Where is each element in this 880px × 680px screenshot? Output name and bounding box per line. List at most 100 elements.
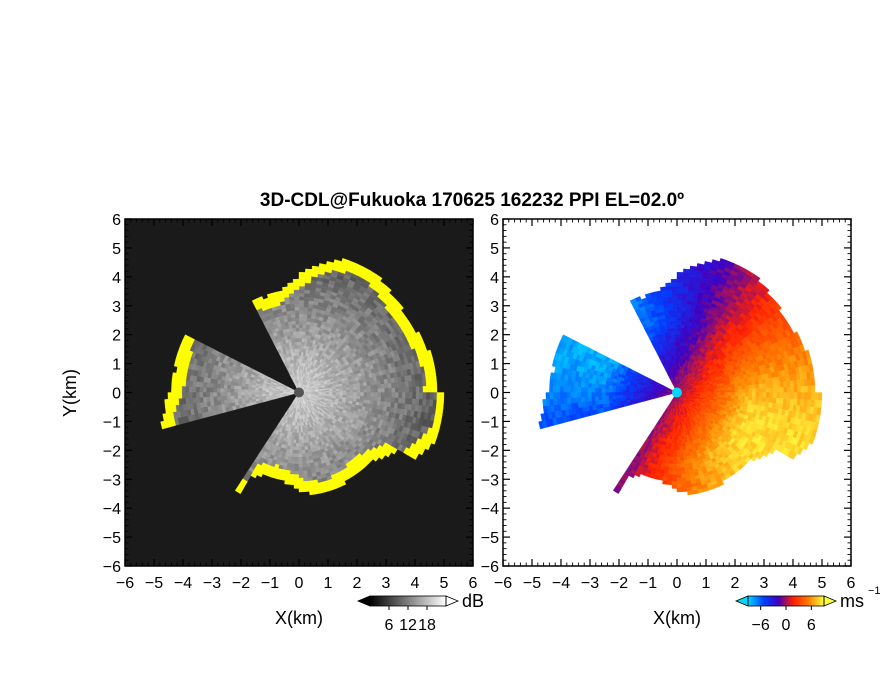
field-cell xyxy=(318,263,327,269)
field-cell xyxy=(295,337,300,342)
field-cell xyxy=(298,358,302,363)
field-cell xyxy=(289,303,295,308)
field-cell xyxy=(240,389,245,393)
field-cell xyxy=(391,387,396,393)
field-cell xyxy=(680,317,686,322)
field-cell xyxy=(349,394,354,399)
field-cell xyxy=(387,387,393,393)
field-cell xyxy=(301,331,306,336)
field-cell xyxy=(724,389,729,393)
field-cell xyxy=(298,330,303,335)
field-cell xyxy=(429,392,434,400)
field-cell xyxy=(666,296,673,301)
field-cell xyxy=(293,292,300,297)
field-cell xyxy=(346,394,351,399)
field-cell xyxy=(216,392,221,398)
field-cell xyxy=(346,389,351,393)
field-cell xyxy=(240,392,245,396)
field-cell xyxy=(254,389,259,393)
field-cell xyxy=(295,324,300,329)
field-cell xyxy=(342,389,347,393)
field-cell xyxy=(384,387,389,393)
y-tick-label: −3 xyxy=(103,472,121,489)
field-cell xyxy=(164,405,170,414)
x-tick-label: −5 xyxy=(145,575,163,592)
field-cell xyxy=(237,382,242,387)
field-cell xyxy=(293,299,300,304)
field-cell xyxy=(237,389,242,393)
field-cell xyxy=(670,331,675,336)
field-cell xyxy=(335,392,340,395)
field-cell xyxy=(727,389,732,393)
field-cell xyxy=(810,377,816,386)
field-cell xyxy=(302,456,307,461)
field-cell xyxy=(303,306,309,312)
field-cell xyxy=(394,387,400,393)
field-cell xyxy=(171,392,176,400)
field-cell xyxy=(353,392,358,396)
field-cell xyxy=(356,395,361,400)
field-cell xyxy=(377,396,382,402)
y-tick-label: 2 xyxy=(112,328,121,345)
field-cell xyxy=(359,395,365,400)
field-cell xyxy=(667,299,673,305)
field-cell xyxy=(293,289,300,294)
field-cell xyxy=(683,327,688,333)
field-cell xyxy=(405,392,410,399)
field-cell xyxy=(673,334,678,339)
field-cell xyxy=(226,384,232,390)
field-cell xyxy=(380,387,386,393)
field-cell xyxy=(681,306,687,312)
field-cell xyxy=(294,313,300,318)
field-cell xyxy=(783,386,788,393)
field-cell xyxy=(373,396,379,401)
field-cell xyxy=(290,470,296,475)
field-cell xyxy=(294,306,300,311)
field-cell xyxy=(676,289,683,294)
field-cell xyxy=(216,383,221,389)
field-cell xyxy=(205,392,211,398)
x-tick-label: 6 xyxy=(469,575,478,592)
field-cell xyxy=(676,355,680,360)
field-cell xyxy=(167,392,172,400)
field-cell xyxy=(384,392,389,398)
field-cell xyxy=(290,467,296,472)
field-cell xyxy=(301,344,305,350)
field-cell xyxy=(223,392,228,397)
field-cell xyxy=(298,327,303,332)
x-tick-label: −1 xyxy=(261,575,279,592)
field-cell xyxy=(380,396,385,402)
field-cell xyxy=(404,380,410,388)
field-cell xyxy=(367,392,372,397)
field-cell xyxy=(673,337,678,342)
field-cell xyxy=(339,394,344,398)
field-cell xyxy=(811,385,816,393)
field-cell xyxy=(294,474,300,479)
field-cell xyxy=(188,380,194,388)
field-cell xyxy=(171,372,177,380)
field-cell xyxy=(298,341,302,346)
field-cell xyxy=(408,386,413,393)
field-cell xyxy=(244,392,249,396)
field-cell xyxy=(779,386,784,393)
field-cell xyxy=(678,348,682,353)
field-cell xyxy=(219,396,225,401)
y-tick-label: −1 xyxy=(103,414,121,431)
field-cell xyxy=(219,388,224,393)
field-cell xyxy=(676,275,684,280)
field-cell xyxy=(398,386,403,393)
field-cell xyxy=(309,490,316,496)
field-cell xyxy=(332,392,337,395)
field-cell xyxy=(297,418,300,423)
field-cell xyxy=(226,388,231,393)
field-cell xyxy=(665,289,673,294)
field-cell xyxy=(751,384,757,389)
field-cell xyxy=(298,324,303,329)
field-cell xyxy=(301,453,307,458)
field-cell xyxy=(298,474,304,479)
field-cell xyxy=(247,392,252,396)
field-cell xyxy=(282,286,289,292)
field-cell xyxy=(212,392,218,398)
field-cell xyxy=(293,285,300,290)
